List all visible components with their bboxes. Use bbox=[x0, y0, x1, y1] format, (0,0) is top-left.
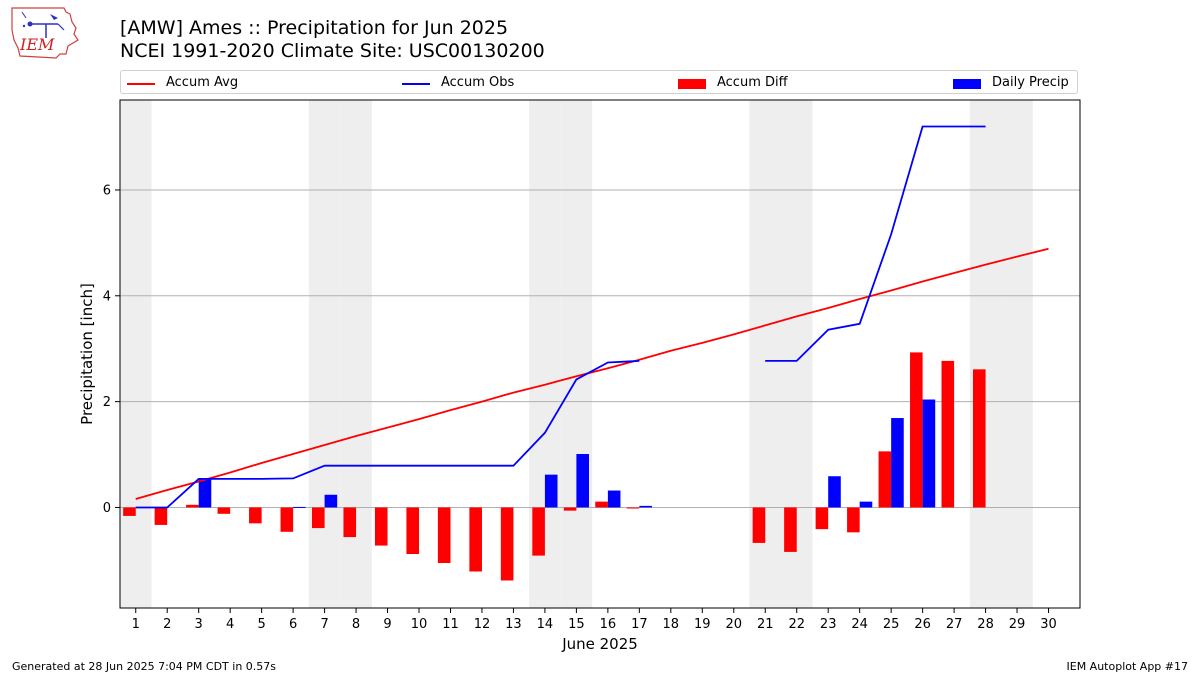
accum-diff-bar bbox=[217, 507, 231, 514]
plot-frame bbox=[119, 99, 1081, 609]
accum-diff-bar bbox=[972, 369, 986, 508]
legend-label-accum-obs: Accum Obs bbox=[441, 75, 515, 90]
accum-diff-bar bbox=[123, 507, 136, 516]
daily-precip-bar bbox=[576, 454, 589, 508]
weather-station-icon bbox=[21, 11, 65, 38]
legend-label-accum-diff: Accum Diff bbox=[717, 75, 788, 90]
accum-diff-bar bbox=[910, 352, 923, 508]
x-tick-label: 10 bbox=[411, 617, 428, 632]
legend-swatch-accum-avg bbox=[127, 83, 155, 85]
daily-precip-bar bbox=[639, 505, 652, 508]
x-tick-label: 17 bbox=[631, 617, 648, 632]
daily-precip-bar bbox=[198, 478, 212, 508]
daily-precip-bar bbox=[324, 494, 338, 508]
x-tick-label: 6 bbox=[289, 617, 297, 632]
legend-label-accum-avg: Accum Avg bbox=[166, 75, 239, 90]
iem-logo: IEM bbox=[11, 7, 79, 59]
accum-diff-bar bbox=[784, 507, 797, 552]
legend-label-daily-precip: Daily Precip bbox=[992, 75, 1069, 90]
x-tick-label: 16 bbox=[600, 617, 617, 632]
x-tick-label: 15 bbox=[568, 617, 585, 632]
y-tick-label: 0 bbox=[103, 501, 111, 516]
x-tick-label: 19 bbox=[694, 617, 711, 632]
accum-diff-bar bbox=[374, 507, 388, 546]
x-tick-label: 22 bbox=[788, 617, 805, 632]
accum-diff-bar bbox=[847, 507, 860, 533]
accum-diff-bar bbox=[752, 507, 766, 543]
accum-diff-bar bbox=[500, 507, 514, 581]
accum-obs-line bbox=[135, 360, 640, 509]
y-tick-label: 4 bbox=[103, 289, 111, 304]
x-tick-label: 20 bbox=[725, 617, 742, 632]
accum-diff-bar bbox=[343, 507, 357, 538]
x-tick-label: 26 bbox=[914, 617, 931, 632]
x-tick-label: 18 bbox=[663, 617, 680, 632]
x-tick-label: 28 bbox=[977, 617, 994, 632]
footer-generated-text: Generated at 28 Jun 2025 7:04 PM CDT in … bbox=[12, 660, 277, 673]
daily-precip-bar bbox=[293, 506, 306, 508]
x-tick-label: 13 bbox=[505, 617, 522, 632]
accum-diff-bar bbox=[406, 507, 420, 555]
accum-diff-bar bbox=[280, 507, 294, 532]
daily-precip-bar bbox=[828, 476, 841, 508]
legend-swatch-daily-precip bbox=[953, 79, 981, 89]
x-axis-label: June 2025 bbox=[561, 635, 638, 653]
accum-diff-bar bbox=[469, 507, 482, 572]
x-tick-label: 21 bbox=[757, 617, 774, 632]
accum-diff-bar bbox=[532, 507, 545, 556]
weekend-shade bbox=[120, 100, 152, 608]
accum-diff-bar bbox=[563, 507, 577, 511]
accum-diff-bar bbox=[312, 507, 325, 529]
accum-diff-bar bbox=[154, 507, 168, 525]
chart-title: [AMW] Ames :: Precipitation for Jun 2025 bbox=[120, 17, 509, 39]
legend-swatch-accum-diff bbox=[678, 79, 706, 89]
x-tick-label: 24 bbox=[851, 617, 868, 632]
weekend-shade bbox=[308, 100, 341, 608]
x-tick-label: 9 bbox=[383, 617, 391, 632]
accum-diff-bar bbox=[941, 360, 955, 508]
x-tick-label: 11 bbox=[442, 617, 459, 632]
weekend-shade bbox=[560, 100, 593, 608]
accum-diff-bar bbox=[595, 501, 608, 508]
x-tick-label: 1 bbox=[132, 617, 140, 632]
weekend-shade bbox=[1001, 100, 1033, 608]
x-tick-label: 14 bbox=[537, 617, 554, 632]
daily-precip-bar bbox=[891, 418, 904, 508]
weekend-shade bbox=[969, 100, 1002, 608]
chart-legend: Accum Avg Accum Obs Accum Diff Daily Pre… bbox=[120, 70, 1078, 94]
x-tick-label: 3 bbox=[195, 617, 203, 632]
footer-app-text: IEM Autoplot App #17 bbox=[1066, 660, 1189, 673]
x-tick-label: 4 bbox=[226, 617, 234, 632]
accum-diff-bar bbox=[186, 504, 199, 508]
x-tick-label: 30 bbox=[1040, 617, 1057, 632]
y-axis-label: Precipitation [inch] bbox=[78, 283, 96, 425]
accum-avg-line bbox=[135, 247, 1049, 500]
y-tick-label: 6 bbox=[103, 183, 111, 198]
x-tick-label: 27 bbox=[946, 617, 963, 632]
x-tick-label: 2 bbox=[163, 617, 171, 632]
daily-precip-bar bbox=[859, 501, 873, 508]
legend-swatch-accum-obs bbox=[402, 83, 430, 85]
x-tick-label: 7 bbox=[320, 617, 328, 632]
accum-diff-bar bbox=[626, 507, 640, 509]
accum-diff-bar bbox=[878, 451, 892, 508]
accum-obs-line bbox=[765, 125, 986, 362]
x-tick-label: 23 bbox=[820, 617, 837, 632]
daily-precip-bar bbox=[544, 474, 558, 508]
y-tick-label: 2 bbox=[103, 395, 111, 410]
accum-diff-bar bbox=[249, 507, 262, 524]
daily-precip-bar bbox=[922, 399, 936, 508]
x-tick-label: 5 bbox=[257, 617, 265, 632]
x-tick-label: 12 bbox=[474, 617, 491, 632]
x-tick-label: 29 bbox=[1009, 617, 1026, 632]
x-tick-label: 8 bbox=[352, 617, 360, 632]
chart-subtitle: NCEI 1991-2020 Climate Site: USC00130200 bbox=[120, 40, 545, 62]
svg-text:IEM: IEM bbox=[19, 35, 55, 54]
daily-precip-bar bbox=[607, 490, 621, 508]
x-tick-label: 25 bbox=[883, 617, 900, 632]
accum-diff-bar bbox=[815, 507, 829, 530]
accum-diff-bar bbox=[437, 507, 451, 564]
